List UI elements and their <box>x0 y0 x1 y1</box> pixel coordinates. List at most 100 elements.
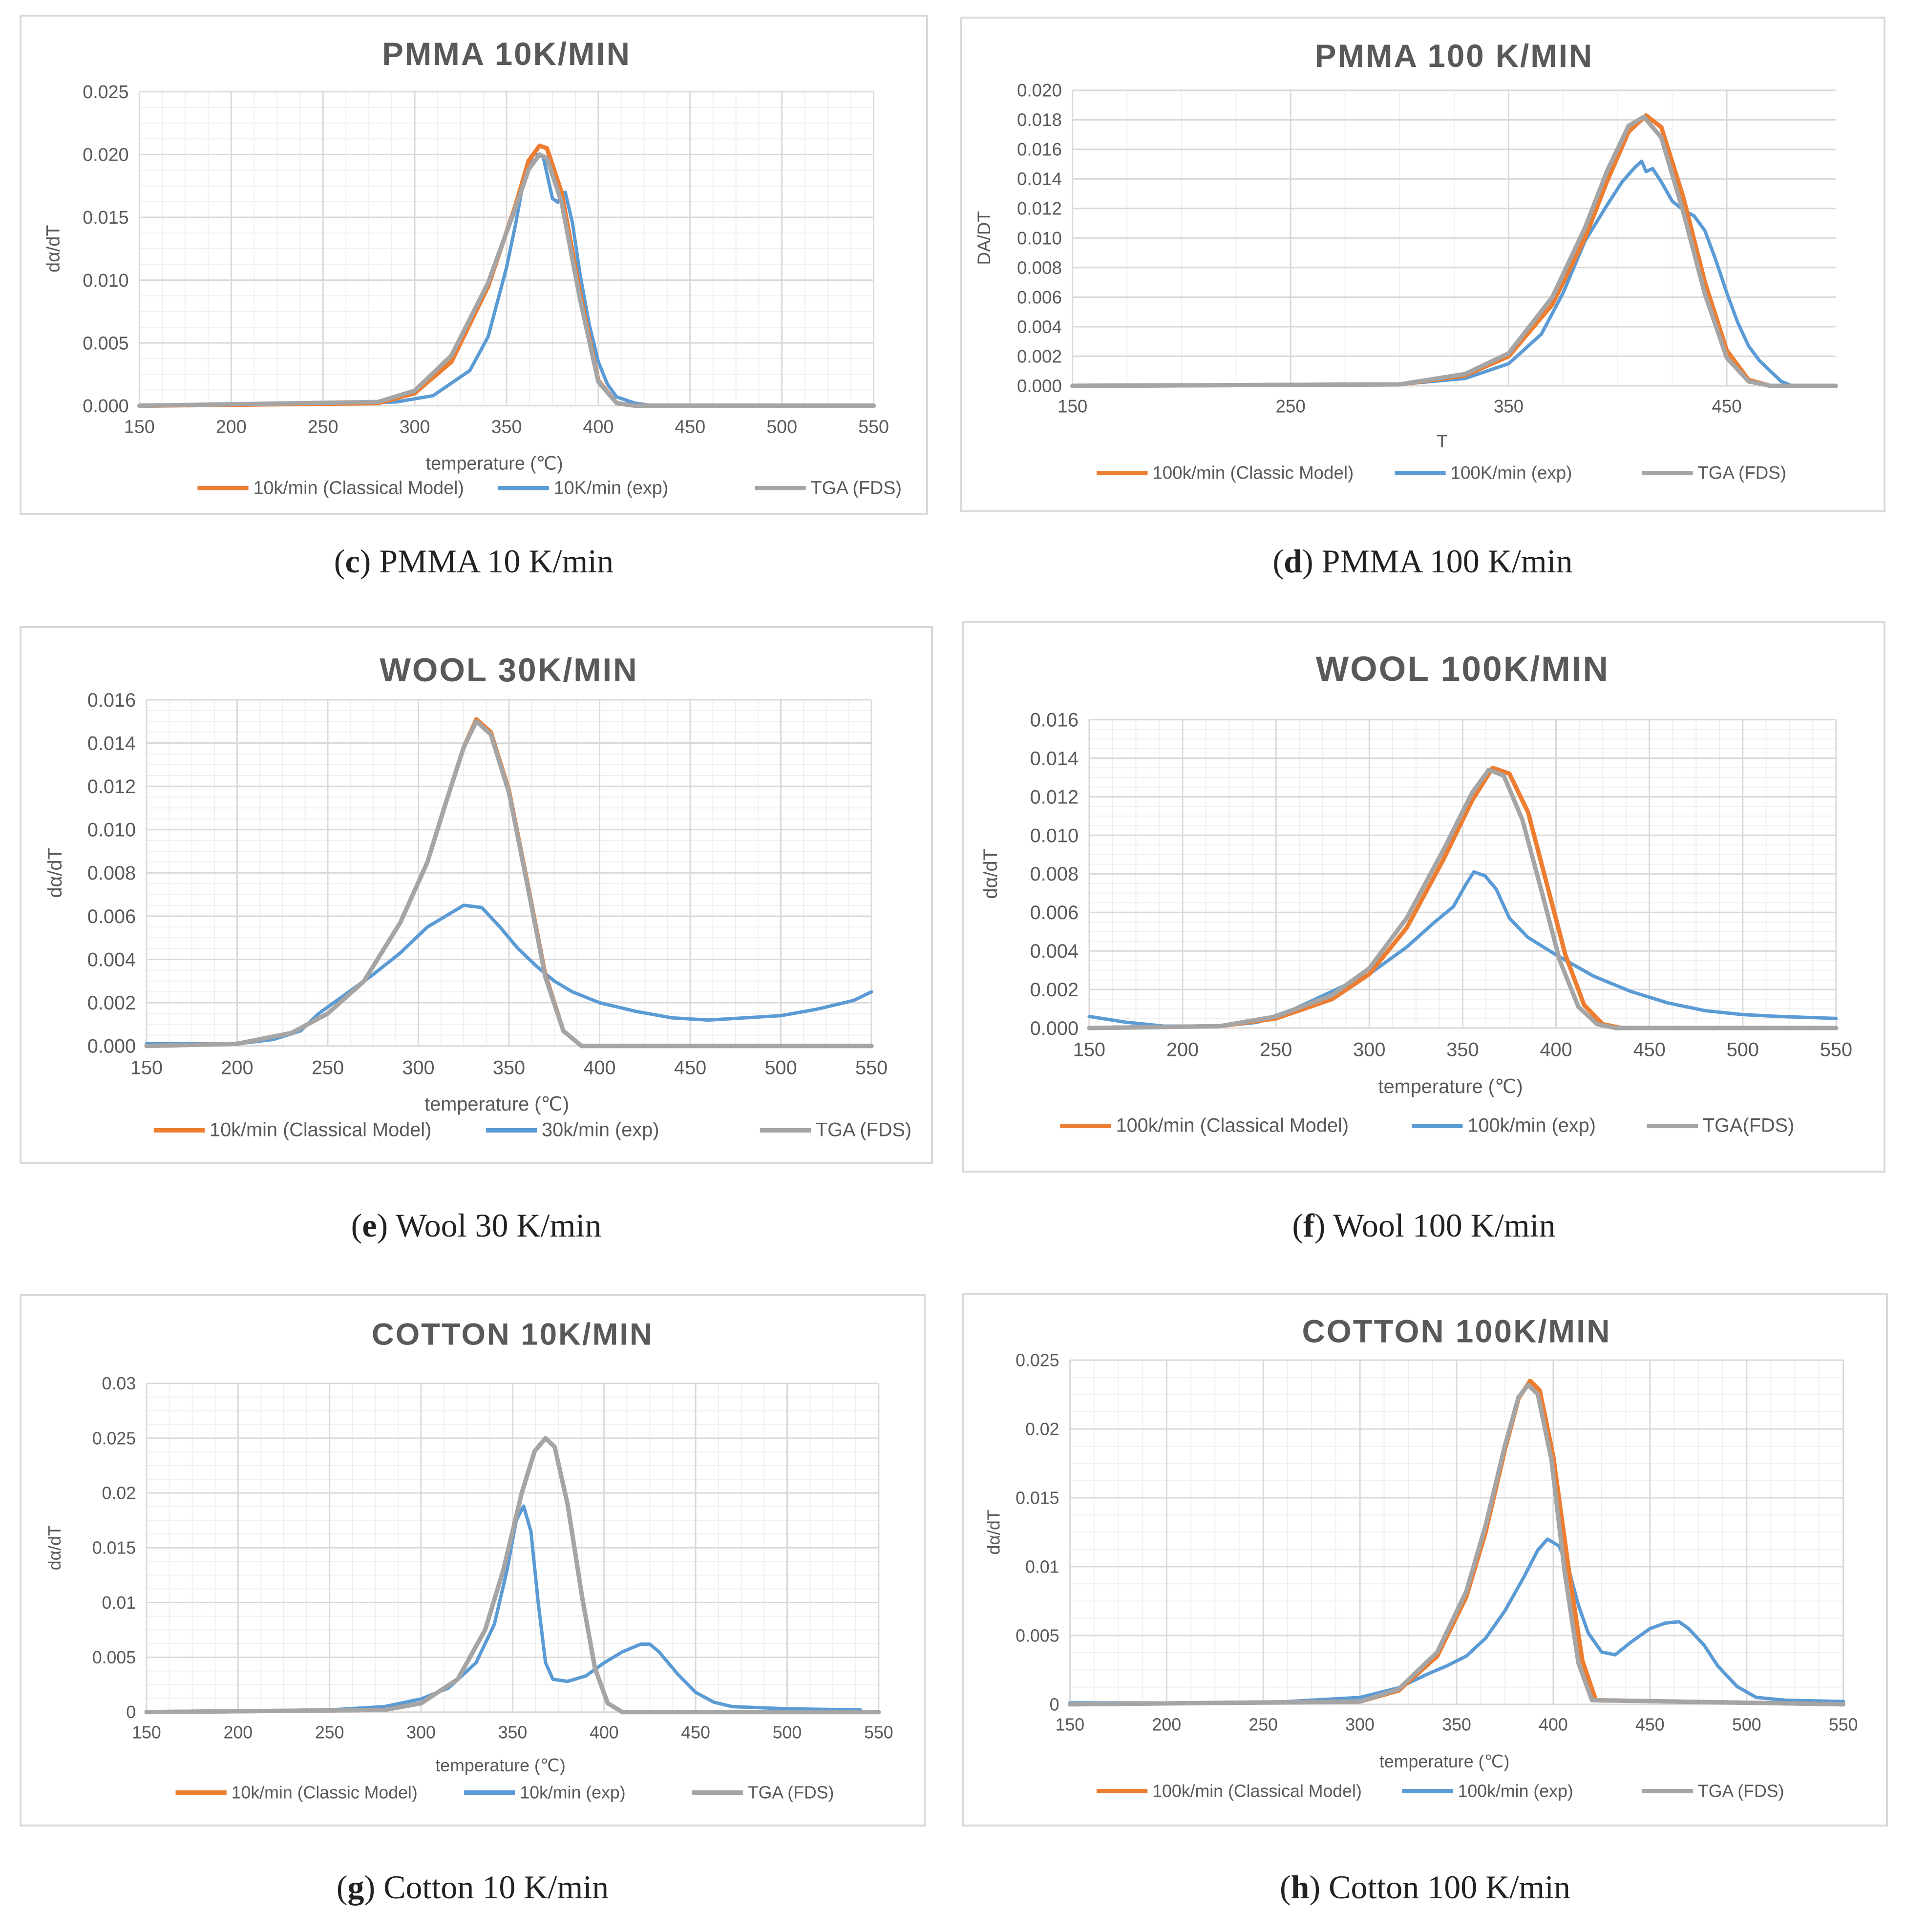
data-point-exp <box>607 384 608 385</box>
x-tick-label: 500 <box>766 416 797 437</box>
y-tick-label: 0.02 <box>102 1484 136 1503</box>
x-tick-label: 450 <box>681 1722 710 1742</box>
data-point-exp <box>871 991 872 992</box>
data-point-fds <box>527 883 528 884</box>
data-point-exp <box>1641 161 1642 162</box>
chart-panel-pmma-10: PMMA 10K/MIN 150 200 250 300 350 400 450 500 550 0… <box>20 15 928 515</box>
x-axis-label: temperature (℃) <box>435 1756 565 1775</box>
data-point-fds <box>1406 918 1407 919</box>
data-point-classical <box>1546 883 1547 884</box>
major-grid <box>1088 719 1837 1029</box>
series-line-fds <box>1070 114 1838 388</box>
y-tick-label: 0.005 <box>83 333 128 353</box>
y-axis-label: dα/dT <box>45 1525 64 1570</box>
x-tick-label: 450 <box>1635 1715 1665 1734</box>
legend: 10k/min (Classic Model) 10k/min (exp) TGA … <box>175 1783 834 1802</box>
x-tick-label: 250 <box>1249 1715 1278 1734</box>
data-point-exp <box>1126 1022 1127 1023</box>
x-tick-label: 300 <box>402 1057 434 1078</box>
x-tick-label: 300 <box>406 1722 436 1742</box>
data-point-exp <box>1630 991 1631 992</box>
y-tick-label: 0.008 <box>1017 258 1062 278</box>
x-tick-label: 250 <box>1260 1039 1292 1061</box>
data-point-exp <box>1453 906 1454 907</box>
legend-label-exp: 100k/min (exp) <box>1458 1781 1573 1801</box>
y-tick-label: 0.016 <box>87 690 136 711</box>
x-tick-label: 450 <box>1633 1039 1666 1061</box>
y-tick-label: 0.010 <box>87 819 136 841</box>
chart-panel-pmma-100: PMMA 100 K/MIN 150 250 350 450 0.000 0.002 0.00… <box>960 17 1885 512</box>
y-tick-label: 0.016 <box>1030 709 1079 731</box>
y-tick-label: 0 <box>126 1702 136 1722</box>
chart-panel-wool-30: WOOL 30K/MIN 150 200 250 300 350 400 450 500 550 0… <box>20 626 933 1164</box>
chart-wool-30: WOOL 30K/MIN 150 200 250 300 350 400 450 500 550 0… <box>44 652 911 1140</box>
caption-h: (h) Cotton 100 K/min <box>1279 1869 1571 1906</box>
data-point-fds <box>327 1013 328 1014</box>
x-tick-label: 350 <box>498 1722 528 1742</box>
legend: 10k/min (Classical Model) 30k/min (exp) TG… <box>153 1119 911 1140</box>
x-tick-label: 150 <box>132 1722 161 1742</box>
data-point-fds <box>1522 819 1523 820</box>
y-tick-label: 0.025 <box>83 82 128 102</box>
chart-panel-cotton-10: COTTON 10K/MIN 150 200 250 300 350 400 450 500 55… <box>20 1294 926 1827</box>
data-point-classical <box>1406 927 1407 928</box>
x-tick-label: 400 <box>583 416 614 437</box>
x-tick-label: 250 <box>1276 397 1306 417</box>
x-tick-label: 500 <box>1732 1715 1761 1734</box>
data-point-exp <box>273 1039 274 1040</box>
series-line-fds <box>137 152 876 408</box>
data-point-exp <box>732 1706 733 1707</box>
data-point-exp <box>506 267 507 268</box>
y-tick-label: 0.000 <box>1017 376 1062 396</box>
series-line-exp <box>145 903 873 1046</box>
y-tick-label: 0.004 <box>1030 941 1079 962</box>
y-tick-label: 0.005 <box>1016 1626 1059 1645</box>
x-tick-label: 200 <box>221 1057 253 1078</box>
caption-d: (d) PMMA 100 K/min <box>1272 543 1573 580</box>
legend-label-classical: 10k/min (Classical Model) <box>210 1119 431 1140</box>
y-tick-label: 0.018 <box>1017 110 1062 130</box>
series-line-exp <box>145 1504 862 1714</box>
y-tick-label: 0.014 <box>1017 169 1062 189</box>
x-tick-label: 500 <box>764 1057 797 1078</box>
x-tick-label: 150 <box>1058 397 1087 417</box>
legend-label-exp: 100K/min (exp) <box>1451 463 1572 483</box>
major-grid <box>138 91 875 407</box>
legend-label-fds: TGA (FDS) <box>748 1783 834 1802</box>
data-point-exp <box>1717 1665 1718 1666</box>
data-point-exp <box>1466 883 1467 884</box>
legend-label-classical: 100k/min (Classical Model) <box>1152 1781 1362 1801</box>
caption-e: (e) Wool 30 K/min <box>351 1207 602 1244</box>
x-tick-label: 150 <box>1056 1715 1085 1734</box>
data-point-fds <box>539 154 540 155</box>
x-axis-label: temperature (℃) <box>426 453 563 474</box>
data-point-classical <box>1437 1656 1438 1657</box>
y-tick-label: 0.012 <box>87 776 136 798</box>
chart-title: WOOL 30K/MIN <box>380 652 638 689</box>
legend-label-exp: 10K/min (exp) <box>554 477 669 498</box>
x-axis-label: temperature (℃) <box>1379 1752 1509 1771</box>
data-point-exp <box>530 1531 531 1532</box>
y-tick-label: 0.000 <box>83 396 128 416</box>
x-tick-label: 350 <box>1446 1039 1479 1061</box>
legend: 10k/min (Classical Model) 10K/min (exp) TG… <box>197 477 902 498</box>
x-tick-label: 350 <box>1494 397 1524 417</box>
legend-label-fds: TGA (FDS) <box>811 477 902 498</box>
x-tick-label: 300 <box>400 416 430 437</box>
data-point-fds <box>476 721 477 722</box>
y-tick-label: 0.014 <box>87 733 136 754</box>
x-tick-label: 300 <box>1345 1715 1375 1734</box>
data-point-fds <box>457 1679 458 1680</box>
y-tick-label: 0.025 <box>1016 1351 1059 1370</box>
series-line-exp <box>1071 159 1838 388</box>
x-tick-label: 350 <box>491 416 522 437</box>
chart-pmma-100: PMMA 100 K/MIN 150 250 350 450 0.000 0.002 0.00… <box>974 38 1838 483</box>
data-point-exp <box>318 1013 319 1014</box>
x-tick-label: 150 <box>1073 1039 1105 1061</box>
y-axis-label: dα/dT <box>980 849 1001 899</box>
y-tick-label: 0.000 <box>1030 1018 1079 1039</box>
x-axis-label: temperature (℃) <box>424 1093 569 1115</box>
y-tick-label: 0.010 <box>1030 825 1079 846</box>
series-line-exp <box>137 151 876 408</box>
x-tick-label: 200 <box>216 416 247 437</box>
